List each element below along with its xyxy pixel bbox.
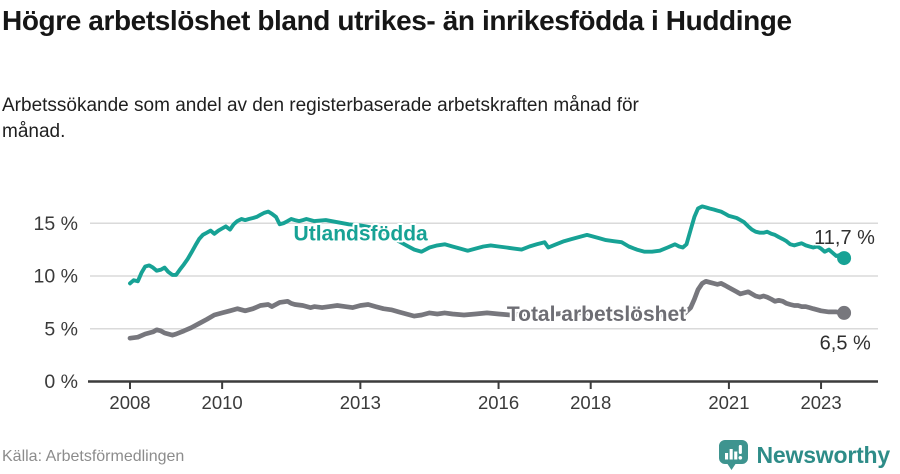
x-axis-tick-label: 2008: [109, 392, 150, 413]
y-axis-tick-label: 5 %: [44, 318, 78, 340]
source-note: Källa: Arbetsförmedlingen: [2, 448, 185, 465]
newsworthy-wordmark: Newsworthy: [756, 441, 891, 468]
series-line-utlandsfodda: [128, 204, 847, 286]
annotation-value-label-utlandsfodda: 11,7 %: [814, 227, 875, 249]
x-axis-tick-label: 2013: [340, 392, 381, 413]
newsworthy-logo: Newsworthy: [718, 439, 890, 471]
x-axis-tick-label: 2018: [570, 392, 611, 413]
series-end-dot-total-arbetsloshet: [837, 305, 852, 320]
page-title: Högre arbetslöshet bland utrikes- än inr…: [2, 5, 792, 36]
y-axis-tick-label: 10 %: [34, 266, 78, 288]
newsworthy-bar-chart-icon: [718, 440, 748, 470]
annotation-series-label-utlandsfodda: Utlandsfödda: [294, 223, 428, 246]
x-axis-tick-label: 2016: [478, 392, 519, 413]
annotation-series-label-total-arbetsloshet: Total arbetslöshet: [507, 303, 686, 326]
y-axis-tick-label: 15 %: [34, 213, 78, 235]
series-end-dot-utlandsfodda: [837, 251, 852, 266]
x-axis-tick-label: 2010: [202, 392, 243, 413]
chart-subtitle: Arbetssökande som andel av den registerb…: [2, 95, 639, 143]
x-axis-tick-label: 2023: [800, 392, 841, 413]
x-axis-tick-label: 2021: [708, 392, 749, 413]
y-axis-tick-label: 0 %: [44, 371, 78, 393]
series-line-total-arbetsloshet: [127, 278, 847, 341]
annotation-value-label-total-arbetsloshet: 6,5 %: [820, 332, 871, 354]
